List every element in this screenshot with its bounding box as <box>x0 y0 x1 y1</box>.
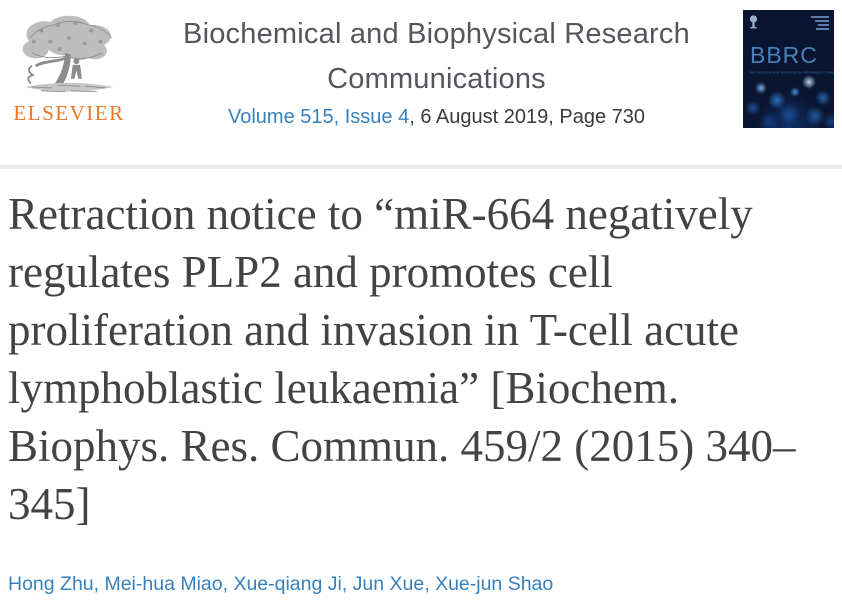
article-title: Retraction notice to “miR-664 negatively… <box>8 189 796 529</box>
header-divider <box>0 165 842 169</box>
volume-issue-link[interactable]: Volume 515, Issue 4 <box>228 106 410 128</box>
journal-cover-thumbnail[interactable]: BBRC BIOCHEMICAL AND BIOPHYSICAL RESEARC… <box>743 10 834 128</box>
cover-journal-abbrev: BBRC <box>750 42 818 68</box>
journal-title-link[interactable]: Biochemical and Biophysical Research Com… <box>183 18 690 95</box>
cover-issue-info <box>811 16 829 32</box>
article-header: Retraction notice to “miR-664 negatively… <box>0 185 842 596</box>
author-links[interactable]: Hong Zhu, Mei-hua Miao, Xue-qiang Ji, Ju… <box>8 573 554 595</box>
issue-line: Volume 515, Issue 4, 6 August 2019, Page… <box>130 106 743 129</box>
issue-date-page: , 6 August 2019, Page 730 <box>409 106 645 128</box>
elsevier-wordmark: ELSEVIER <box>13 101 125 125</box>
elsevier-logo[interactable]: ELSEVIER <box>8 10 130 126</box>
elsevier-tree-icon <box>22 15 114 93</box>
elsevier-mini-logo-icon <box>749 15 758 29</box>
journal-banner: Biochemical and Biophysical Research Com… <box>130 10 743 129</box>
cover-journal-subtitle: BIOCHEMICAL AND BIOPHYSICAL RESEARCH COM… <box>750 71 834 75</box>
journal-header: ELSEVIER Biochemical and Biophysical Res… <box>0 0 842 165</box>
